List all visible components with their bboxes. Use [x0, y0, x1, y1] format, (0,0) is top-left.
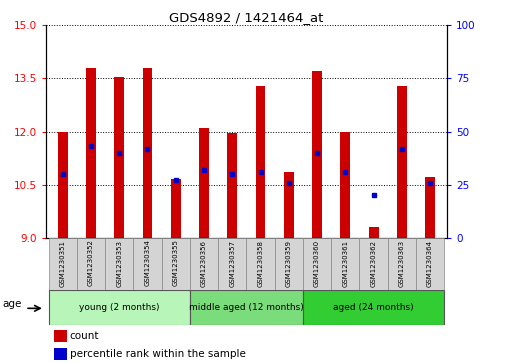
- Bar: [397, 86, 407, 238]
- Bar: [114, 77, 124, 238]
- FancyBboxPatch shape: [49, 238, 77, 290]
- Text: GSM1230356: GSM1230356: [201, 240, 207, 286]
- Text: GSM1230362: GSM1230362: [370, 240, 376, 286]
- Bar: [171, 179, 181, 238]
- Text: GSM1230351: GSM1230351: [59, 240, 66, 286]
- Bar: [58, 132, 68, 238]
- FancyBboxPatch shape: [360, 238, 388, 290]
- Text: age: age: [2, 299, 22, 309]
- Text: middle aged (12 months): middle aged (12 months): [189, 303, 304, 312]
- Bar: [54, 348, 67, 360]
- Bar: [256, 86, 266, 238]
- Text: GSM1230355: GSM1230355: [173, 240, 179, 286]
- FancyBboxPatch shape: [105, 238, 133, 290]
- Bar: [340, 132, 350, 238]
- Text: GSM1230359: GSM1230359: [286, 240, 292, 286]
- Text: GSM1230357: GSM1230357: [229, 240, 235, 286]
- Text: GSM1230364: GSM1230364: [427, 240, 433, 286]
- Text: GSM1230352: GSM1230352: [88, 240, 94, 286]
- Text: GSM1230360: GSM1230360: [314, 240, 320, 287]
- FancyBboxPatch shape: [303, 238, 331, 290]
- Bar: [54, 330, 67, 342]
- FancyBboxPatch shape: [190, 290, 303, 325]
- Bar: [143, 68, 152, 238]
- FancyBboxPatch shape: [388, 238, 416, 290]
- Text: young (2 months): young (2 months): [79, 303, 160, 312]
- FancyBboxPatch shape: [77, 238, 105, 290]
- FancyBboxPatch shape: [162, 238, 190, 290]
- FancyBboxPatch shape: [133, 238, 162, 290]
- Title: GDS4892 / 1421464_at: GDS4892 / 1421464_at: [169, 11, 324, 24]
- Bar: [425, 177, 435, 238]
- FancyBboxPatch shape: [218, 238, 246, 290]
- Text: GSM1230353: GSM1230353: [116, 240, 122, 286]
- Text: GSM1230361: GSM1230361: [342, 240, 348, 287]
- FancyBboxPatch shape: [331, 238, 360, 290]
- Bar: [284, 172, 294, 238]
- FancyBboxPatch shape: [275, 238, 303, 290]
- Text: GSM1230358: GSM1230358: [258, 240, 264, 286]
- Bar: [369, 227, 378, 238]
- FancyBboxPatch shape: [190, 238, 218, 290]
- FancyBboxPatch shape: [416, 238, 444, 290]
- Text: aged (24 months): aged (24 months): [333, 303, 414, 312]
- Text: GSM1230363: GSM1230363: [399, 240, 405, 287]
- Bar: [312, 72, 322, 238]
- Text: count: count: [70, 331, 99, 341]
- Text: percentile rank within the sample: percentile rank within the sample: [70, 349, 246, 359]
- FancyBboxPatch shape: [49, 290, 190, 325]
- Text: GSM1230354: GSM1230354: [144, 240, 150, 286]
- Bar: [199, 128, 209, 238]
- Bar: [86, 68, 96, 238]
- FancyBboxPatch shape: [246, 238, 275, 290]
- FancyBboxPatch shape: [303, 290, 444, 325]
- Bar: [227, 133, 237, 238]
